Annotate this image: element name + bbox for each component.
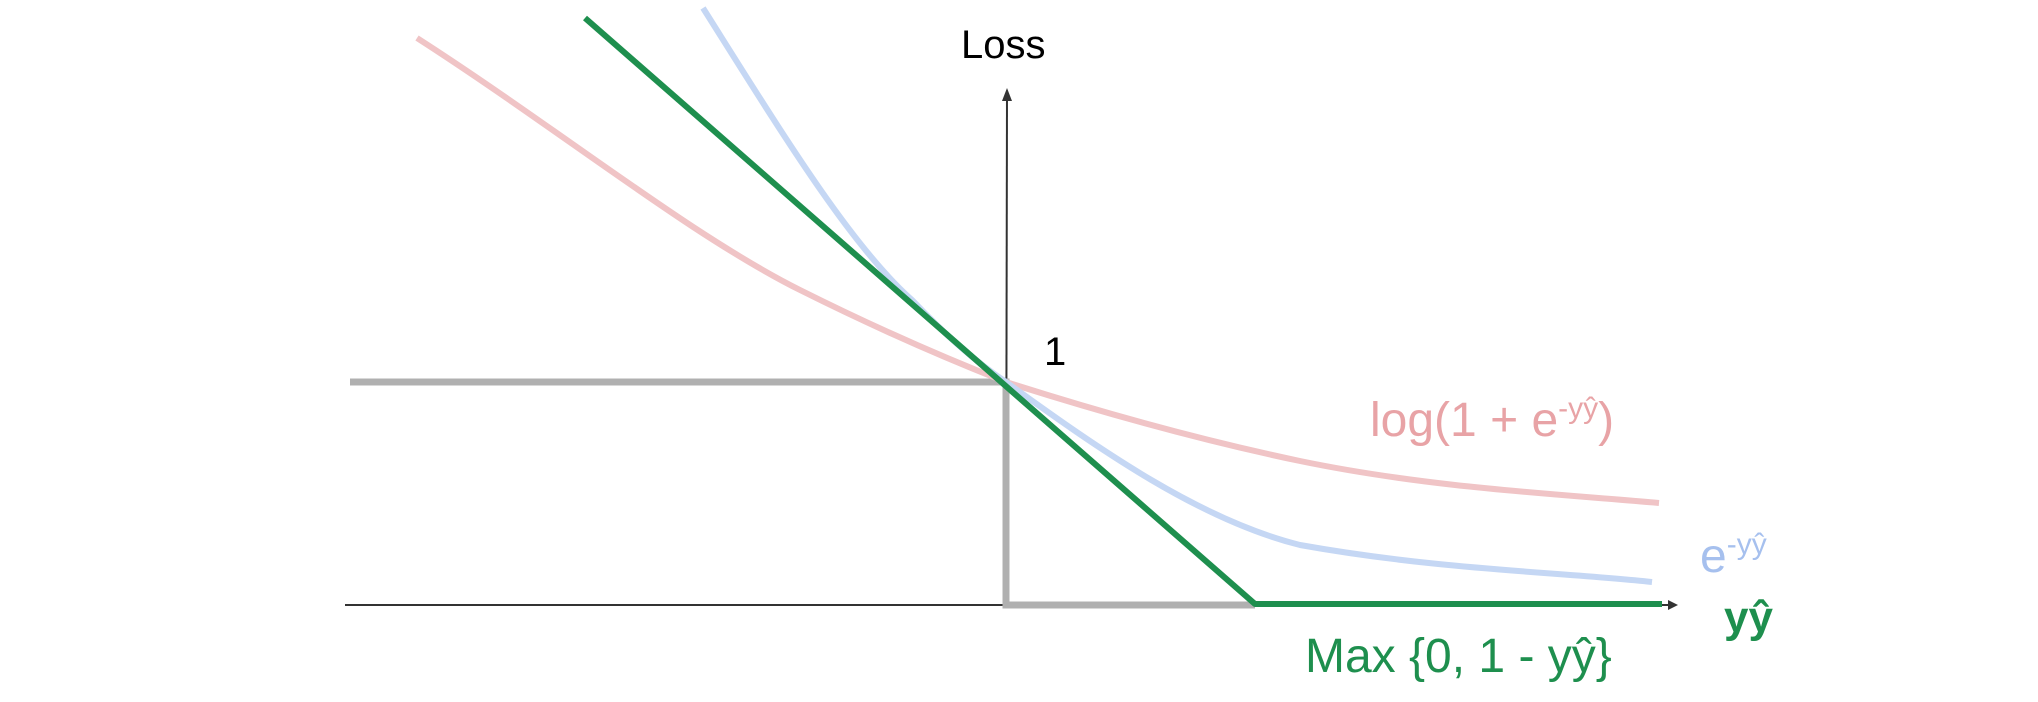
x-axis-label: yŷ [1724,593,1773,642]
exponential-loss-curve [700,6,1653,585]
zero-one-loss-curve [350,378,1255,609]
exponential-label-exponent: -yŷ [1727,528,1767,561]
arrow-up-icon [1002,88,1012,101]
logistic-label-exponent: -yŷ [1558,392,1598,425]
logistic-label-close: ) [1598,394,1614,447]
y-axis-label: Loss [961,23,1046,67]
arrow-right-icon [1668,600,1678,610]
hinge-loss-curve [583,15,1662,607]
hinge-loss-label: Max {0, 1 - yŷ} [1305,630,1612,683]
exponential-loss-label: e-yŷ [1700,528,1767,583]
logistic-loss-label: log(1 + e-yŷ) [1370,392,1614,447]
logistic-label-base: log(1 + e [1370,394,1558,447]
exponential-label-base: e [1700,530,1727,583]
one-tick-label: 1 [1044,330,1066,374]
